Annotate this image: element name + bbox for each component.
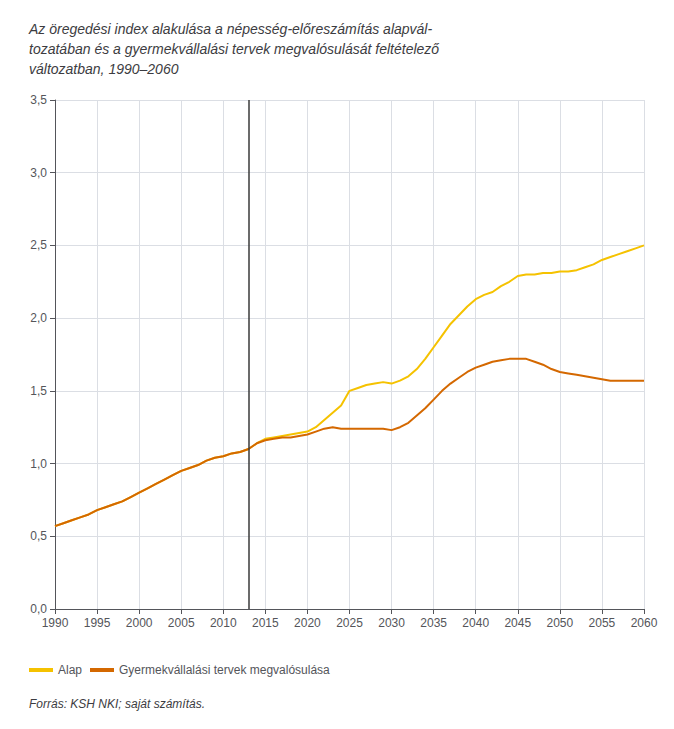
svg-text:2,5: 2,5 (30, 238, 47, 252)
svg-text:2010: 2010 (210, 616, 237, 630)
svg-text:0,5: 0,5 (30, 529, 47, 543)
svg-text:2035: 2035 (420, 616, 447, 630)
svg-text:3,5: 3,5 (30, 93, 47, 107)
svg-text:2,0: 2,0 (30, 311, 47, 325)
svg-text:2050: 2050 (547, 616, 574, 630)
svg-text:Gyermekvállalási tervek megval: Gyermekvállalási tervek megvalósulása (119, 663, 330, 677)
svg-text:2000: 2000 (126, 616, 153, 630)
svg-text:2025: 2025 (336, 616, 363, 630)
svg-text:2060: 2060 (631, 616, 658, 630)
svg-text:Forrás: KSH NKI; saját számítá: Forrás: KSH NKI; saját számítás. (29, 697, 205, 711)
svg-text:2015: 2015 (252, 616, 279, 630)
svg-text:2020: 2020 (294, 616, 321, 630)
svg-text:0,0: 0,0 (30, 602, 47, 616)
svg-text:változatban, 1990–2060: változatban, 1990–2060 (29, 61, 179, 77)
svg-text:1,0: 1,0 (30, 457, 47, 471)
svg-text:3,0: 3,0 (30, 166, 47, 180)
svg-text:2055: 2055 (589, 616, 616, 630)
svg-text:Az öregedési index alakulása a: Az öregedési index alakulása a népesség-… (28, 21, 432, 37)
svg-text:1,5: 1,5 (30, 384, 47, 398)
svg-text:2040: 2040 (462, 616, 489, 630)
svg-text:Alap: Alap (58, 663, 82, 677)
svg-text:2030: 2030 (378, 616, 405, 630)
svg-text:tozatában és a gyermekvállalás: tozatában és a gyermekvállalási tervek m… (29, 41, 439, 57)
svg-text:1990: 1990 (42, 616, 69, 630)
svg-text:2045: 2045 (504, 616, 531, 630)
svg-text:2005: 2005 (168, 616, 195, 630)
svg-text:1995: 1995 (84, 616, 111, 630)
